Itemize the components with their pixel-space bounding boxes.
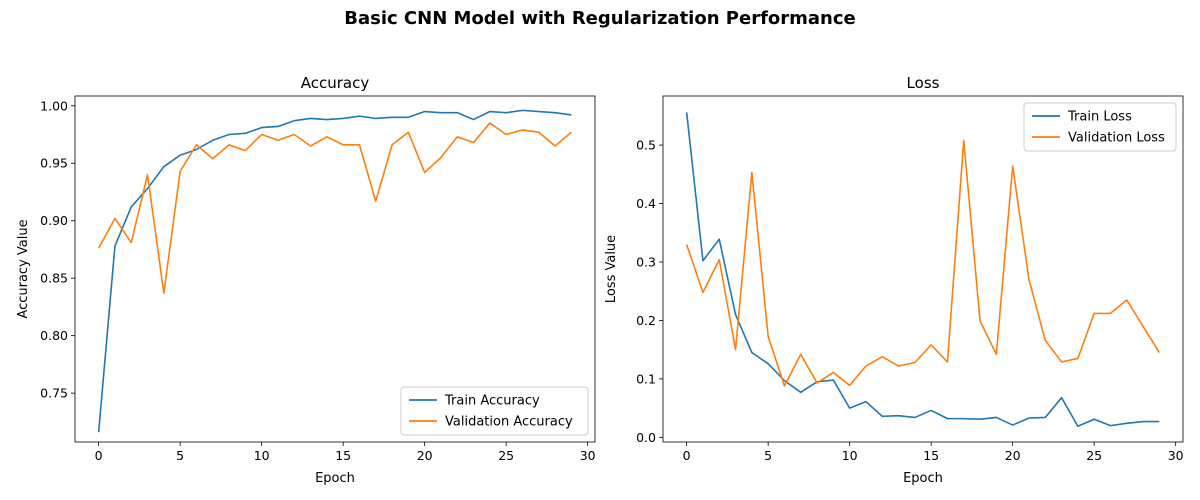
axes-title: Accuracy bbox=[301, 74, 370, 92]
x-tick-label: 10 bbox=[254, 448, 270, 463]
figure-title: Basic CNN Model with Regularization Perf… bbox=[344, 8, 856, 29]
y-tick-label: 0.1 bbox=[636, 371, 656, 386]
x-tick-label: 5 bbox=[176, 448, 184, 463]
x-axis-label: Epoch bbox=[903, 471, 943, 486]
series-line-train-loss bbox=[685, 112, 1160, 428]
legend-label: Validation Accuracy bbox=[445, 415, 573, 430]
x-tick-label: 15 bbox=[923, 448, 939, 463]
axes-frame bbox=[662, 95, 1184, 443]
legend: Train Accuracy Validation Accuracy bbox=[400, 386, 589, 436]
y-axis-label: Accuracy Value bbox=[16, 219, 31, 318]
x-tick-label: 20 bbox=[417, 448, 433, 463]
x-tick-label: 15 bbox=[335, 448, 351, 463]
axes-title: Loss bbox=[907, 74, 940, 92]
legend-label: Train Loss bbox=[1067, 110, 1132, 125]
subplot-loss: Loss 0 5 10 15 20 25 30 0.0 0.1 0.2 0.3 0.4 0.5 Epoch L… bbox=[604, 74, 1184, 486]
series-line-validation-accuracy bbox=[97, 122, 572, 294]
x-tick-label: 30 bbox=[1168, 448, 1184, 463]
y-tick-label: 0.2 bbox=[636, 313, 656, 328]
subplot-accuracy: Accuracy 0 5 10 15 20 25 30 0.75 0.80 0.85 0.90 0.95… bbox=[16, 74, 596, 486]
x-tick-label: 0 bbox=[683, 448, 691, 463]
y-axis-label: Loss Value bbox=[604, 235, 619, 303]
subplots: Accuracy 0 5 10 15 20 25 30 0.75 0.80 0.85 0.90 0.95… bbox=[16, 74, 1184, 486]
y-tick-label: 0.5 bbox=[636, 138, 656, 153]
legend-label: Train Accuracy bbox=[444, 394, 540, 409]
x-tick-label: 25 bbox=[498, 448, 514, 463]
series-line-validation-loss bbox=[685, 139, 1161, 387]
legend-label: Validation Loss bbox=[1068, 131, 1165, 146]
x-tick-label: 25 bbox=[1086, 448, 1102, 463]
y-tick-label: 1.00 bbox=[40, 98, 68, 113]
y-tick-label: 0.3 bbox=[636, 254, 656, 269]
y-tick-label: 0.80 bbox=[40, 328, 68, 343]
legend: Train Loss Validation Loss bbox=[1023, 102, 1177, 152]
y-tick-label: 0.4 bbox=[636, 196, 656, 211]
legend-box bbox=[1023, 102, 1177, 152]
y-tick-label: 0.95 bbox=[40, 156, 68, 171]
y-tick-label: 0.75 bbox=[40, 386, 68, 401]
x-tick-label: 0 bbox=[95, 448, 103, 463]
x-tick-label: 5 bbox=[764, 448, 772, 463]
x-tick-label: 20 bbox=[1005, 448, 1021, 463]
y-tick-label: 0.85 bbox=[40, 271, 68, 286]
x-axis-label: Epoch bbox=[315, 471, 355, 486]
x-tick-label: 10 bbox=[842, 448, 858, 463]
legend-box bbox=[400, 386, 589, 436]
x-tick-label: 30 bbox=[580, 448, 596, 463]
axes-frame bbox=[74, 95, 596, 443]
y-tick-label: 0.0 bbox=[636, 430, 656, 445]
series-line-train-accuracy bbox=[97, 109, 572, 433]
y-tick-label: 0.90 bbox=[40, 213, 68, 228]
